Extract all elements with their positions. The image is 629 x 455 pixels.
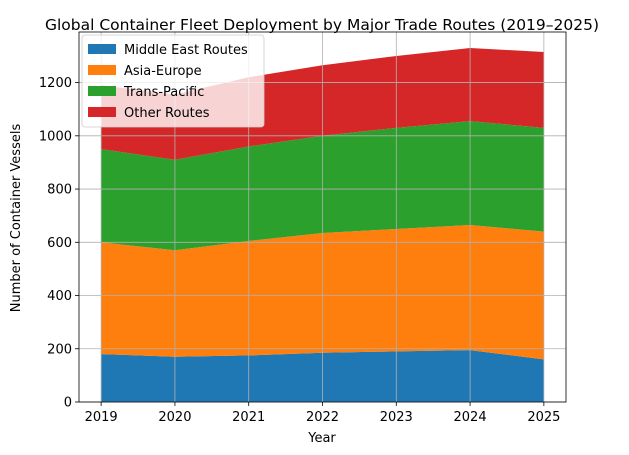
legend-swatch-middle-east-routes xyxy=(88,44,116,54)
legend-label-middle-east-routes: Middle East Routes xyxy=(124,43,248,58)
y-tick-label: 1200 xyxy=(39,76,72,91)
y-tick-label: 0 xyxy=(64,396,72,411)
y-tick-label: 400 xyxy=(47,289,72,304)
chart-title: Global Container Fleet Deployment by Maj… xyxy=(45,16,599,34)
legend-label-trans-pacific: Trans-Pacific xyxy=(123,85,204,100)
legend: Middle East Routes Asia-Europe Trans-Pacif… xyxy=(81,34,265,128)
y-tick-label: 1000 xyxy=(39,129,72,144)
legend-swatch-trans-pacific xyxy=(88,86,116,96)
x-tick-label: 2020 xyxy=(158,410,191,425)
x-tick-label: 2019 xyxy=(85,410,118,425)
x-tick-label: 2025 xyxy=(527,410,560,425)
legend-label-asia-europe: Asia-Europe xyxy=(124,64,202,79)
legend-box xyxy=(81,34,265,128)
x-axis-label: Year xyxy=(307,431,336,446)
x-axis-ticks: 2019 2020 2021 2022 2023 2024 2025 xyxy=(85,402,560,425)
y-tick-label: 600 xyxy=(47,236,72,251)
legend-label-other-routes: Other Routes xyxy=(124,106,210,121)
y-tick-label: 800 xyxy=(47,183,72,198)
y-axis-ticks: 0 200 400 600 800 1000 1200 xyxy=(39,76,79,411)
x-tick-label: 2021 xyxy=(232,410,265,425)
x-tick-label: 2023 xyxy=(380,410,413,425)
y-axis-label: Number of Container Vessels xyxy=(9,124,24,313)
legend-swatch-other-routes xyxy=(88,107,116,117)
x-tick-label: 2022 xyxy=(306,410,339,425)
y-tick-label: 200 xyxy=(47,342,72,357)
legend-swatch-asia-europe xyxy=(88,65,116,75)
x-tick-label: 2024 xyxy=(454,410,487,425)
